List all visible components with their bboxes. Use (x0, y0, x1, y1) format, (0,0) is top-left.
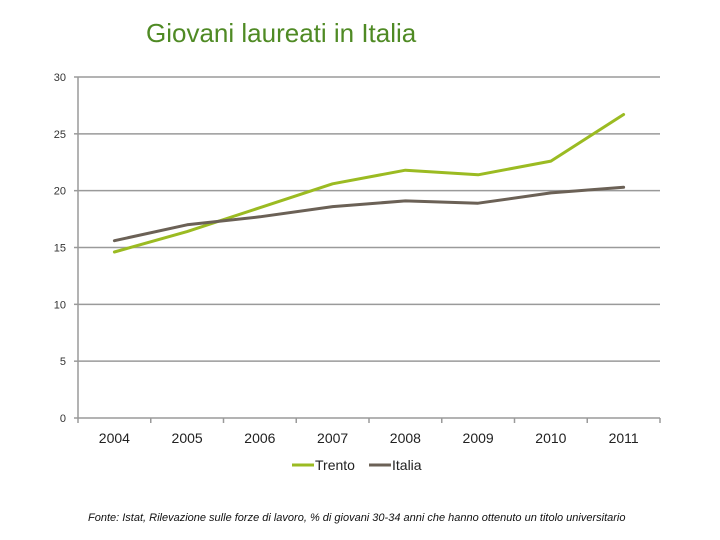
x-axis: 2004 2005 2006 2007 2008 2009 2010 2011 (77, 418, 661, 446)
x-tick-label: 2006 (244, 430, 275, 446)
y-tick-label: 30 (54, 72, 66, 84)
x-tick-label: 2004 (99, 430, 130, 446)
series-lines (112, 113, 626, 254)
y-axis: 0 5 10 15 20 25 30 (54, 72, 79, 425)
y-tick-label: 15 (54, 243, 66, 255)
y-tick-label: 20 (54, 186, 66, 198)
x-tick-label: 2010 (535, 430, 566, 446)
legend-label-trento: Trento (315, 457, 355, 473)
series-line-trento (112, 113, 626, 254)
x-tick-label: 2011 (609, 430, 639, 446)
gridlines (78, 76, 660, 419)
chart-title: Giovani laureati in Italia (146, 18, 417, 48)
x-tick-label: 2009 (463, 430, 494, 446)
y-tick-label: 0 (60, 413, 66, 425)
legend: Trento Italia (292, 457, 422, 473)
y-tick-label: 5 (60, 356, 66, 368)
y-tick-label: 25 (54, 129, 66, 141)
y-tick-label: 10 (54, 299, 66, 311)
legend-label-italia: Italia (392, 457, 422, 473)
x-tick-label: 2008 (390, 430, 421, 446)
x-tick-label: 2007 (317, 430, 348, 446)
series-line-italia (112, 185, 626, 243)
source-note: Fonte: Istat, Rilevazione sulle forze di… (88, 512, 626, 524)
x-tick-label: 2005 (172, 430, 203, 446)
